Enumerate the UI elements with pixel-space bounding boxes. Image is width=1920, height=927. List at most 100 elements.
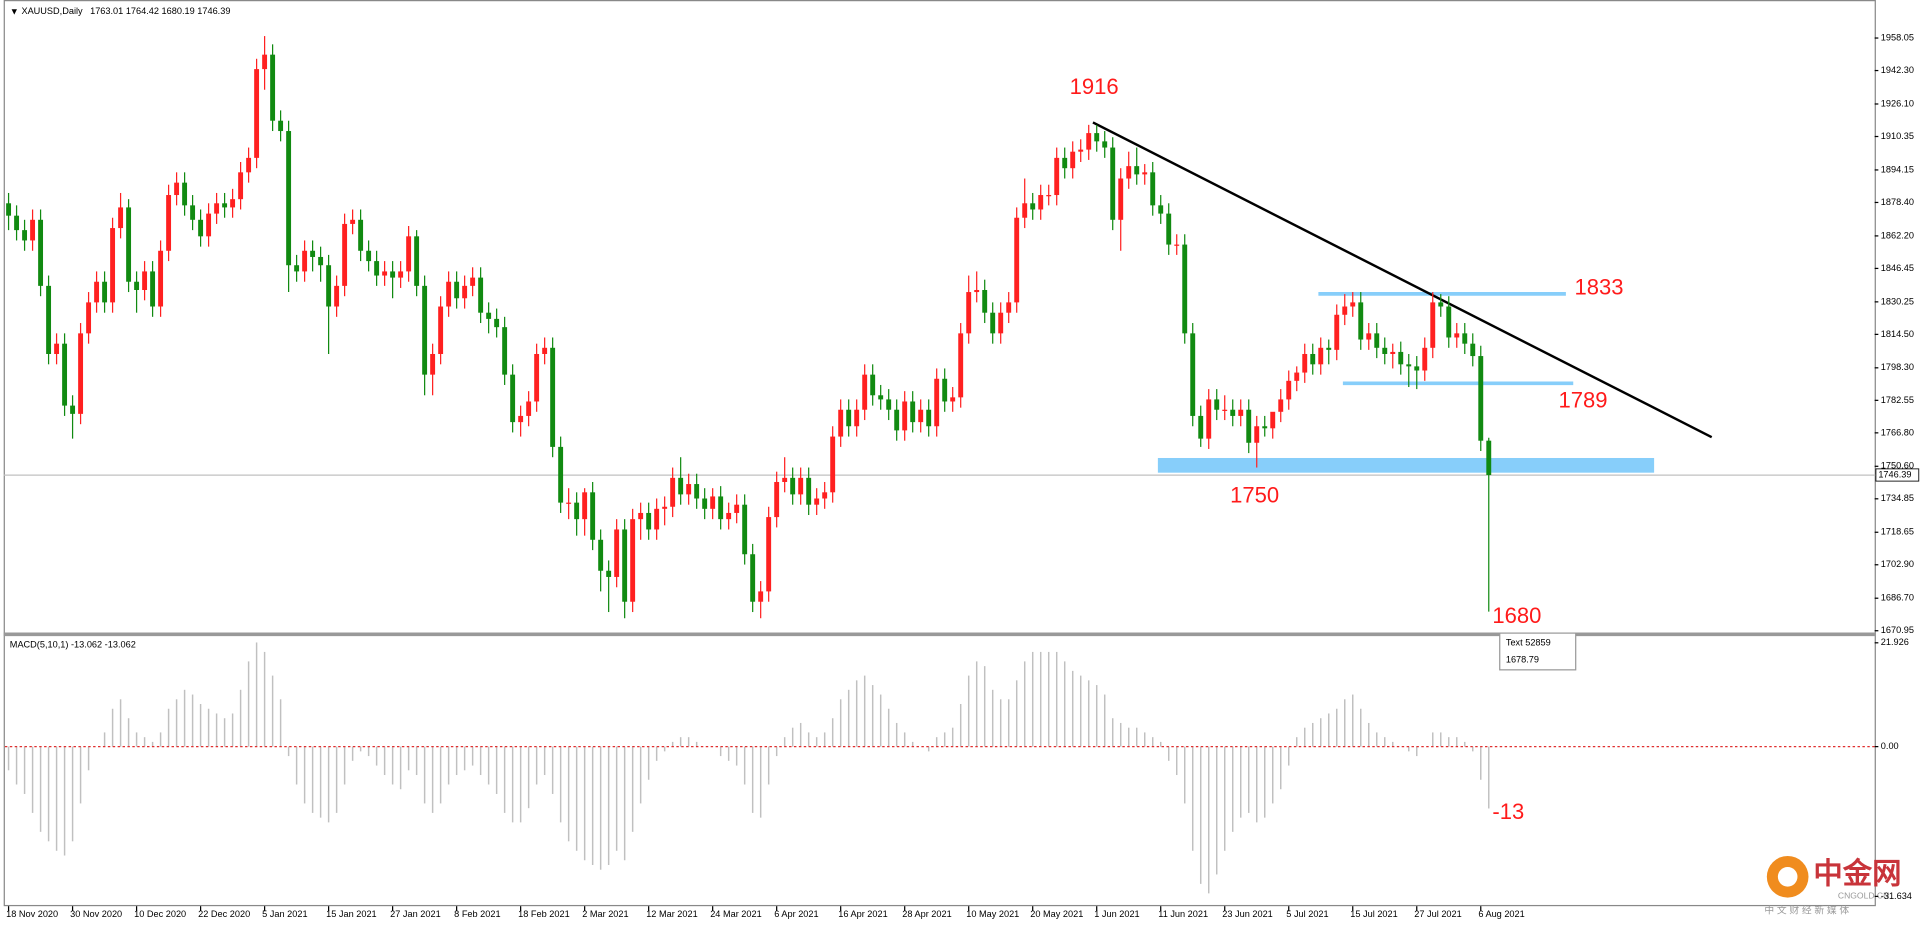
x-tick-label: 18 Feb 2021 [518,909,570,919]
x-tick-label: 12 Mar 2021 [646,909,698,919]
candle-body [630,519,636,602]
candle-body [1214,399,1220,410]
candle-body [1086,133,1092,150]
candle-body [454,281,460,299]
candle-body [30,219,36,241]
candle-body [950,397,956,402]
y-tick-label: 1670.95 [1881,625,1914,635]
candle-body [894,409,900,431]
candle-body [1062,157,1068,169]
macd-value: -13.062 [71,640,102,650]
y-tick-label: 21.926 [1881,637,1909,647]
y-tick-label: 1686.70 [1881,593,1914,603]
x-tick-label: 6 Apr 2021 [774,909,818,919]
candle-body [278,120,284,132]
candle-body [254,69,260,158]
candle-body [606,570,612,577]
candle-body [974,289,980,293]
x-tick-label: 28 Apr 2021 [902,909,951,919]
candle-body [1238,409,1244,416]
annotation: 1833 [1574,275,1623,300]
candle-body [1030,203,1036,210]
candle-body [302,250,308,272]
candle-body [86,302,92,334]
y-tick-label: 1894.15 [1881,164,1914,174]
candle-body [1366,333,1372,340]
y-tick-label: 1910.35 [1881,131,1914,141]
candle-body [1078,149,1084,152]
candle-body [166,195,172,251]
candle-body [350,219,356,224]
candle-body [190,205,196,220]
logo-name: 中金网 [1813,856,1901,890]
x-tick-label: 27 Jan 2021 [390,909,441,919]
panel-border [3,0,1876,907]
annotation: 1916 [1070,74,1119,99]
candle-body [782,477,788,482]
logo-icon-inner [1777,866,1798,887]
candle-body [1206,399,1212,439]
x-tick-label: 1 Jun 2021 [1094,909,1139,919]
y-tick-label: 1702.90 [1881,559,1914,569]
candle-body [422,285,428,375]
candle-body [326,265,332,307]
candle-body [910,401,916,423]
candle-body [366,250,372,262]
x-tick-label: 15 Jul 2021 [1350,909,1397,919]
candle-body [710,496,716,509]
candle-body [542,347,548,354]
candle-body [806,477,812,505]
candle-body [246,157,252,173]
candle-body [1470,343,1476,357]
candle-body [1358,302,1364,340]
candle-body [886,399,892,410]
candle-body [1334,314,1340,350]
x-tick-label: 23 Jun 2021 [1222,909,1273,919]
macd-title: MACD(5,10,1) [10,640,69,650]
candle-body [1022,203,1028,218]
trend-line [1092,121,1713,439]
candle-body [702,498,708,509]
candle-body [1294,372,1300,381]
candle-body [1038,195,1044,210]
tooltip-label: Text 52859 [1506,637,1551,647]
candle-body [654,508,660,530]
x-tick-label: 10 May 2021 [966,909,1019,919]
x-tick-label: 16 Apr 2021 [838,909,887,919]
candle-body [734,504,740,513]
candle-body [854,409,860,427]
candle-body [70,405,76,414]
candle-body [1486,440,1492,475]
candle-body [774,481,780,518]
candle-body [598,539,604,571]
macd-signal: -13.062 [105,640,136,650]
y-tick-label: 1718.65 [1881,527,1914,537]
candle-body [510,374,516,423]
candle-body [646,512,652,530]
candle-body [1326,347,1332,350]
candle-body [638,512,644,520]
open: 1763.01 [90,7,123,17]
candle-body [1446,306,1452,338]
candle-body [958,333,964,398]
candle-body [1374,333,1380,348]
candle-body [1230,409,1236,416]
candle-body [1318,347,1324,365]
candle-body [846,409,852,427]
high: 1764.42 [126,7,159,17]
candle-body [878,395,884,400]
annotation: 1680 [1492,603,1541,628]
candle-body [1102,141,1108,148]
candle-body [1006,302,1012,313]
candle-body [14,215,20,231]
candle-body [382,271,388,276]
candle-body [1198,415,1204,439]
candle-body [182,182,188,206]
candle-body [750,554,756,602]
candle-body [478,277,484,313]
candle-body [582,492,588,520]
candle-body [6,203,12,216]
annotation: 1750 [1230,483,1279,508]
candle-body [158,250,164,307]
candle-body [574,502,580,520]
